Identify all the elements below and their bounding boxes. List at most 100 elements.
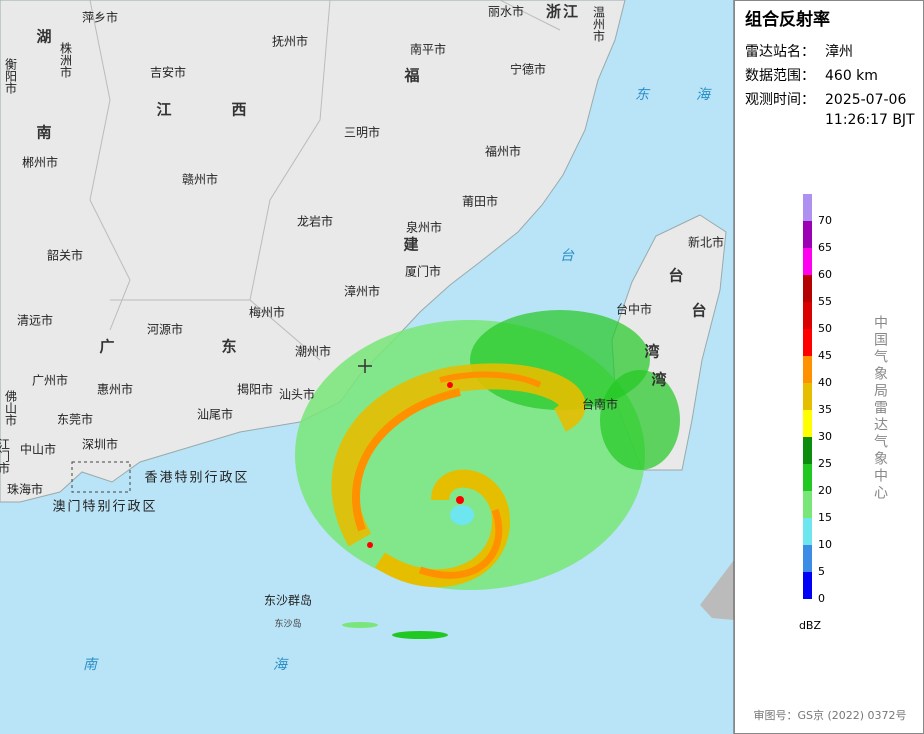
legend-band: [803, 194, 812, 221]
map-label: 广: [99, 338, 116, 356]
legend-label: 15: [818, 511, 832, 524]
map-label: 江: [156, 101, 173, 119]
legend-label: 45: [818, 349, 832, 362]
panel-title: 组合反射率: [745, 9, 830, 30]
map-label: 三明市: [344, 125, 380, 140]
field-value: 11:26:17 BJT: [825, 112, 915, 128]
map-label: 东沙岛: [274, 618, 301, 630]
legend-label: 0: [818, 592, 825, 605]
map-label: 揭阳市: [237, 382, 273, 397]
legend-band: [803, 221, 812, 248]
map-label: 湾: [651, 371, 668, 389]
map-label: 温州市: [592, 6, 606, 42]
legend-label: 40: [818, 376, 832, 389]
map-label: 澳门特别行政区: [52, 499, 157, 515]
map-label: 厦门市: [405, 264, 441, 279]
map-label: 赣州市: [182, 172, 218, 187]
map-label: 宁德市: [510, 62, 546, 77]
map-label: 台中市: [616, 302, 652, 317]
map-label: 湾: [644, 343, 661, 361]
radar-echo: [295, 310, 680, 639]
map-label: 河源市: [147, 322, 183, 337]
legend-label: 30: [818, 430, 832, 443]
legend-label: 65: [818, 241, 832, 254]
map-label: 广州市: [32, 373, 68, 388]
map-label: 西: [231, 101, 248, 119]
map-label: 福: [403, 67, 421, 85]
legend-band: [803, 464, 812, 491]
map-label: 台: [691, 302, 708, 320]
map-label: 东沙群岛: [264, 593, 312, 608]
borders: [89, 0, 561, 361]
map-label: 南: [36, 124, 53, 142]
field-key: 雷达站名：: [745, 44, 815, 60]
legend-band: [803, 383, 812, 410]
legend-band: [803, 491, 812, 518]
map-label: 丽水市: [488, 4, 524, 19]
map-label: 深圳市: [82, 437, 118, 452]
map-label: 韶关市: [47, 248, 83, 263]
map-label: 吉安市: [150, 65, 186, 80]
sar-border: [71, 461, 131, 493]
map-label: 抚州市: [272, 34, 308, 49]
field-value: 漳州: [825, 43, 853, 60]
map-label: 惠州市: [97, 382, 133, 397]
map-label: 萍乡市: [82, 10, 118, 25]
map-label: 新北市: [688, 235, 724, 250]
map-label: 海: [273, 657, 289, 673]
map: [0, 0, 734, 734]
legend-label: 20: [818, 484, 832, 497]
legend: 0 5 10 15 20 25 30 35 40 45 50 55 60 65 70: [803, 194, 832, 605]
map-label: 佛山市: [4, 390, 18, 426]
map-label: 南平市: [410, 42, 446, 57]
field-key: 数据范围：: [745, 67, 815, 84]
legend-band: [803, 572, 812, 599]
legend-label: 60: [818, 268, 832, 281]
field-value: 2025-07-06: [825, 92, 906, 108]
legend-band: [803, 410, 812, 437]
map-label: 浙江: [546, 3, 580, 21]
map-label: 台: [560, 248, 575, 264]
map-label: 莆田市: [462, 194, 498, 209]
radar-site: [358, 359, 372, 373]
legend-label: 55: [818, 295, 832, 308]
map-label: 福州市: [485, 144, 521, 159]
legend-label: 70: [818, 214, 832, 227]
footer: 审图号：GS京 (2022) 0372号: [753, 708, 906, 722]
map-label: 清远市: [17, 313, 53, 328]
map-label: 郴州市: [22, 155, 58, 170]
map-label: 南: [83, 657, 99, 673]
map-label: 汕头市: [279, 387, 315, 402]
map-label: 海: [696, 87, 712, 103]
legend-label: 5: [818, 565, 825, 578]
map-label: 香港特别行政区: [144, 471, 249, 486]
field-key: 观测时间：: [745, 92, 815, 108]
map-label: 潮州市: [295, 344, 331, 359]
map-label: 台南市: [582, 397, 618, 412]
map-label: 泉州市: [406, 220, 442, 235]
legend-band: [803, 518, 812, 545]
legend-band: [803, 545, 812, 572]
map-label: 江门市: [0, 438, 11, 474]
map-label: 湖: [36, 28, 53, 46]
map-label: 东莞市: [57, 412, 93, 427]
legend-unit: dBZ: [799, 619, 822, 632]
map-label: 东: [221, 338, 238, 356]
land-edge: [700, 560, 734, 620]
legend-label: 10: [818, 538, 832, 551]
legend-band: [803, 248, 812, 275]
legend-band: [803, 437, 812, 464]
map-label: 汕尾市: [197, 407, 233, 422]
legend-band: [803, 275, 812, 302]
map-label: 梅州市: [249, 305, 285, 320]
legend-band: [803, 356, 812, 383]
map-label: 龙岩市: [297, 214, 333, 229]
legend-band: [803, 329, 812, 356]
map-label: 台: [668, 267, 685, 285]
map-label: 衡阳市: [4, 58, 18, 94]
map-label: 漳州市: [344, 284, 380, 299]
legend-label: 25: [818, 457, 832, 470]
map-label: 东: [635, 87, 651, 103]
